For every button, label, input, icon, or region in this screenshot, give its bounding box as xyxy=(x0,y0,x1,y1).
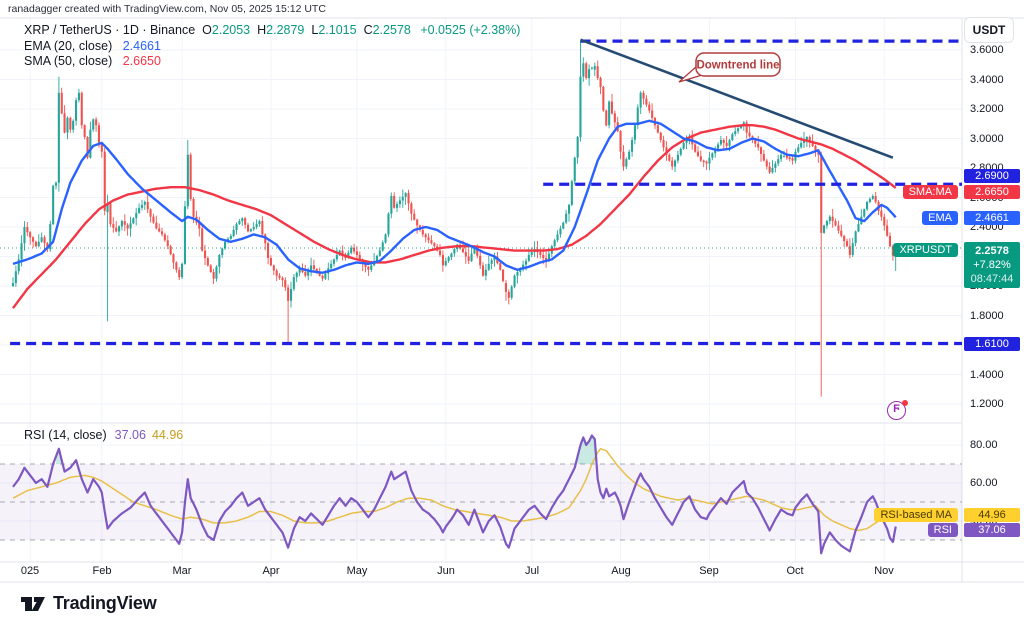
price-badge-1.6100: 1.6100 xyxy=(964,337,1020,351)
series-label-XRPUSDT: XRPUSDT xyxy=(893,243,958,257)
time-axis[interactable]: 025 Feb Mar Apr May Jun Jul Aug Sep Oct Nov xyxy=(0,562,962,582)
time-label-Oct: Oct xyxy=(786,565,804,577)
rsi-ma-line[interactable] xyxy=(12,447,896,532)
time-label-Nov: Nov xyxy=(874,565,894,577)
price-tick-1.8000: 1.8000 xyxy=(970,310,1004,322)
svg-text:Downtrend line: Downtrend line xyxy=(696,60,779,72)
price-badge-2.6650: 2.6650 xyxy=(964,185,1020,199)
tradingview-wordmark: TradingView xyxy=(53,592,157,613)
footer-brand: TradingView xyxy=(20,590,157,616)
rsi-value: 37.06 xyxy=(114,428,146,442)
series-label-EMA: EMA xyxy=(922,211,958,225)
ema-legend-row[interactable]: EMA (20, close) 2.4661 xyxy=(24,38,161,53)
time-label-Jun: Jun xyxy=(437,565,455,577)
sma-legend-row[interactable]: SMA (50, close) 2.6650 xyxy=(24,54,161,68)
symbol-title[interactable]: XRP / TetherUS · 1D · Binance xyxy=(24,23,196,37)
rsi-ma-value: 44.96 xyxy=(151,428,184,442)
sma50-line[interactable] xyxy=(12,124,897,309)
price-tick-3.4000: 3.4000 xyxy=(970,74,1004,86)
time-label-Jul: Jul xyxy=(524,565,540,577)
candles-down xyxy=(26,60,894,397)
series-label-RSI-based MA: RSI-based MA xyxy=(874,508,958,522)
series-label-SMA:MA: SMA:MA xyxy=(902,185,958,199)
downtrend-trendline[interactable] xyxy=(580,38,894,159)
last-price-badge: 2.2578 +7.82% 08:47:44 xyxy=(964,242,1020,288)
currency-toggle-button[interactable]: USDT xyxy=(964,17,1014,43)
rsi-tick-80.00: 80.00 xyxy=(970,439,998,451)
ema20-line[interactable] xyxy=(12,119,897,274)
tradingview-logo-icon xyxy=(21,597,45,611)
price-tick-3.0000: 3.0000 xyxy=(970,133,1004,145)
time-label-Aug: Aug xyxy=(611,565,631,577)
price-tick-1.2000: 1.2000 xyxy=(970,398,1004,410)
time-label-Sep: Sep xyxy=(699,565,719,577)
time-label-May: May xyxy=(346,565,368,577)
price-badge-2.6900: 2.6900 xyxy=(964,169,1020,183)
change-value: +0.0525 (+2.38%) xyxy=(420,23,521,37)
time-label-Apr: Apr xyxy=(262,565,280,577)
time-label-025: 025 xyxy=(20,565,40,577)
notification-dot xyxy=(902,400,908,406)
rsi-legend[interactable]: RSI (14, close) 37.06 44.96 xyxy=(24,428,184,442)
flash-boost-icon[interactable]: Ϝ xyxy=(887,401,906,420)
rsi-badge-44.96: 44.96 xyxy=(964,508,1020,522)
price-tick-3.6000: 3.6000 xyxy=(970,44,1004,56)
rsi-badge-37.06: 37.06 xyxy=(964,523,1020,537)
symbol-legend[interactable]: XRP / TetherUS · 1D · Binance O2.2053 H2.2… xyxy=(24,23,520,70)
attribution-text: ranadagger created with TradingView.com,… xyxy=(8,3,326,15)
price-tick-3.2000: 3.2000 xyxy=(970,103,1004,115)
price-axis[interactable]: 3.60003.40003.20003.00002.80002.60002.40… xyxy=(963,18,1024,582)
rsi-tick-60.00: 60.00 xyxy=(970,477,998,489)
symbol-title-row: XRP / TetherUS · 1D · Binance O2.2053 H2.2… xyxy=(24,23,521,37)
series-label-RSI: RSI xyxy=(927,523,958,537)
candles-up xyxy=(11,41,897,322)
time-label-Feb: Feb xyxy=(92,565,112,577)
price-tick-1.4000: 1.4000 xyxy=(970,369,1004,381)
downtrend-callout[interactable]: Downtrend line xyxy=(678,52,781,83)
price-badge-2.4661: 2.4661 xyxy=(964,211,1020,225)
time-label-Mar: Mar xyxy=(172,565,192,577)
rsi-line[interactable] xyxy=(12,434,897,555)
